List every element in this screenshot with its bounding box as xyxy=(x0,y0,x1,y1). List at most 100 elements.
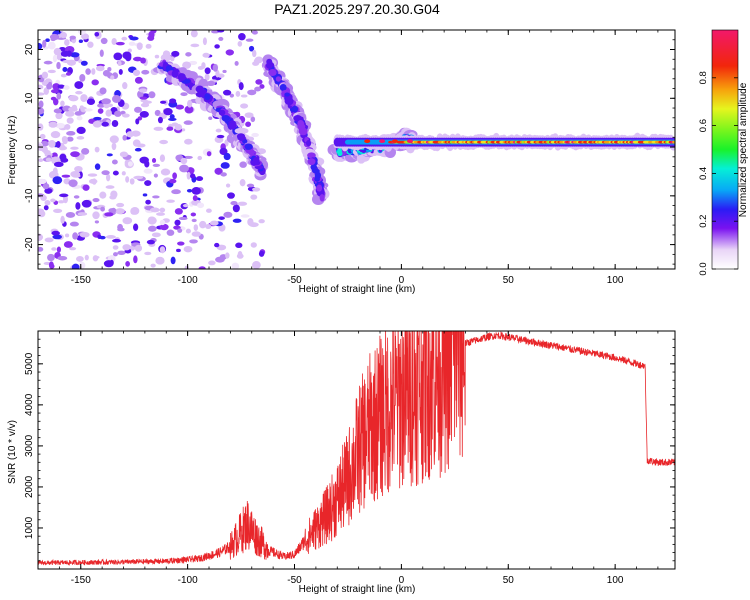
spectrogram-cell xyxy=(240,103,249,109)
spectrogram-cell xyxy=(132,69,141,76)
spectrogram-cell xyxy=(87,173,98,177)
spectrogram-cell xyxy=(129,36,139,41)
spectrogram-y-tick-label: -20 xyxy=(24,237,35,252)
spectrogram-cell xyxy=(672,140,675,144)
spectrogram-cell xyxy=(92,211,100,220)
spectrogram-cell xyxy=(117,250,126,256)
spectrogram-cell xyxy=(217,30,225,33)
spectrogram-cell xyxy=(109,135,119,144)
spectrogram-cell xyxy=(87,41,94,48)
spectrogram-cell xyxy=(258,250,265,257)
spectrogram-cell xyxy=(80,94,88,103)
spectrogram-cell xyxy=(64,124,71,130)
spectrogram-cell xyxy=(55,112,63,120)
spectrogram-cell xyxy=(268,69,277,77)
spectrogram-cell xyxy=(79,74,86,82)
spectrogram-cell xyxy=(50,89,59,94)
spectrogram-cell xyxy=(59,193,69,198)
spectrogram-cell xyxy=(236,253,244,259)
spectrogram-cell xyxy=(49,33,60,41)
spectrogram-cell xyxy=(252,49,257,58)
spectrogram-cell xyxy=(142,193,148,197)
spectrogram-cell xyxy=(107,66,112,72)
spectrogram-cell xyxy=(245,121,252,127)
spectrogram-cell xyxy=(118,69,123,75)
spectrogram-cell xyxy=(232,218,242,223)
spectrogram-cell xyxy=(52,234,62,240)
spectrogram-cell xyxy=(197,65,204,70)
spectrogram-cell xyxy=(217,73,225,78)
spectrogram-cell xyxy=(229,93,234,98)
spectrogram-cell xyxy=(136,42,143,51)
spectrogram-cell xyxy=(111,159,118,165)
spectrogram-cell xyxy=(45,38,50,42)
spectrogram-cell xyxy=(79,231,90,238)
colorbar-tick-label: 0.8 xyxy=(698,71,709,84)
spectrogram-cell xyxy=(225,49,234,56)
spectrogram-cell xyxy=(176,248,181,253)
spectrogram-cell xyxy=(140,102,150,108)
spectrogram-cell xyxy=(254,86,262,92)
spectrogram-cell xyxy=(60,215,65,224)
spectrogram-cell xyxy=(101,98,111,105)
spectrogram-cell xyxy=(202,37,207,46)
spectrogram-cell xyxy=(215,128,222,133)
colorbar-tick-label: 0.0 xyxy=(698,262,709,275)
spectrogram-cell xyxy=(212,63,218,72)
spectrogram-cell xyxy=(64,39,70,46)
spectrogram-cell xyxy=(240,214,250,218)
snr-x-tick-label: 100 xyxy=(607,575,624,586)
spectrogram-cell xyxy=(174,123,183,131)
spectrogram-cell xyxy=(228,122,237,130)
spectrogram-cell xyxy=(148,225,157,232)
spectrogram-cell xyxy=(216,134,225,139)
spectrogram-cell xyxy=(275,76,282,82)
spectrogram-cell xyxy=(48,261,54,269)
spectrogram-cell xyxy=(81,199,92,208)
spectrogram-cell xyxy=(159,139,169,145)
spectrogram-cell xyxy=(74,165,83,173)
spectrogram-cell xyxy=(71,104,78,110)
spectrogram-cell xyxy=(57,255,68,261)
spectrogram-cell xyxy=(92,198,100,203)
spectrogram-cell xyxy=(166,126,174,131)
spectrogram-cell xyxy=(104,212,114,217)
spectrogram-cell xyxy=(94,163,101,170)
spectrogram-cell xyxy=(53,108,62,114)
spectrogram-cell xyxy=(244,143,253,150)
spectrogram-cell xyxy=(55,122,66,129)
spectrogram-cell xyxy=(153,126,164,131)
spectrogram-cell xyxy=(237,201,248,206)
spectrogram-cell xyxy=(177,228,183,233)
spectrogram-cell xyxy=(115,208,125,215)
spectrogram-cell xyxy=(97,103,106,108)
colorbar-tick-label: 0.6 xyxy=(698,119,709,132)
spectrogram-x-tick-label: 50 xyxy=(503,275,515,286)
spectrogram-cell xyxy=(220,162,230,169)
spectrogram-cell xyxy=(310,164,316,170)
snr-x-tick-label: -100 xyxy=(178,575,198,586)
spectrogram-cell xyxy=(284,97,293,105)
spectrogram-cell xyxy=(111,95,121,103)
spectrogram-cell xyxy=(131,130,141,137)
spectrogram-cell xyxy=(103,260,114,268)
spectrogram-cell xyxy=(130,207,137,215)
spectrogram-cell xyxy=(69,35,76,40)
spectrogram-cell xyxy=(39,133,46,140)
spectrogram-cell xyxy=(316,184,323,192)
spectrogram-cell xyxy=(139,96,148,100)
spectrogram-cell xyxy=(150,207,160,213)
snr-y-tick-label: 4000 xyxy=(24,393,35,416)
spectrogram-cell xyxy=(43,205,49,211)
spectrogram-cell xyxy=(92,120,102,128)
spectrogram-cell xyxy=(223,211,233,218)
spectrogram-cell xyxy=(43,87,50,95)
spectrogram-cell xyxy=(38,107,45,115)
spectrogram-cell xyxy=(379,139,386,144)
spectrogram-cell xyxy=(307,158,316,166)
snr-xlabel: Height of straight line (km) xyxy=(299,584,416,595)
colorbar-ticks: 0.0 0.2 0.4 0.6 0.8 xyxy=(698,71,738,276)
spectrogram-cell xyxy=(115,41,125,46)
spectrogram-cell xyxy=(157,116,163,124)
spectrogram-cell xyxy=(121,171,126,176)
